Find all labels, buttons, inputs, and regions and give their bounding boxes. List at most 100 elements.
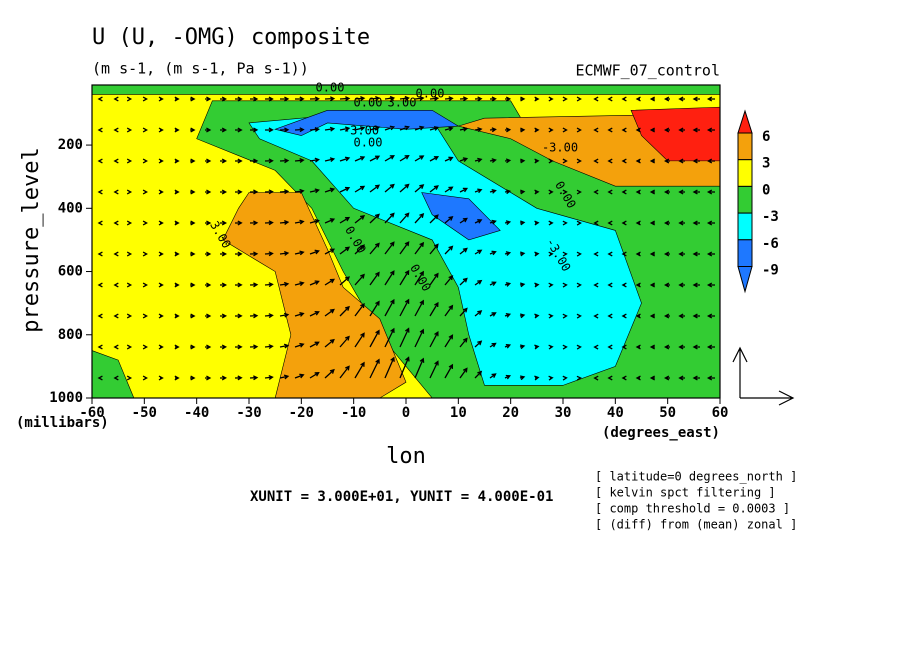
wind-vector	[692, 344, 700, 350]
wind-vector	[339, 305, 350, 317]
wind-vector	[309, 96, 320, 102]
wind-vector	[354, 126, 366, 131]
wind-vector	[444, 96, 454, 102]
wind-vector	[678, 158, 685, 164]
wind-vector	[126, 313, 133, 319]
wind-vector	[279, 250, 290, 256]
x-tick-label: -20	[289, 405, 314, 421]
wind-vector	[309, 280, 320, 286]
wind-vector	[369, 125, 381, 131]
wind-vector	[219, 282, 228, 288]
wind-vector	[593, 127, 599, 133]
wind-vector	[142, 375, 148, 381]
wind-vector	[142, 127, 148, 133]
wind-vector	[489, 342, 497, 348]
wind-vector	[369, 271, 380, 286]
wind-vector	[607, 313, 613, 319]
wind-vector	[504, 251, 512, 256]
wind-vector	[444, 215, 454, 224]
wind-vector	[174, 313, 180, 319]
wind-vector	[204, 313, 212, 319]
wind-vector	[664, 313, 670, 319]
wind-vector	[189, 282, 196, 288]
wind-vector	[294, 312, 305, 317]
wind-vector	[126, 96, 133, 102]
wind-vector	[706, 313, 715, 319]
wind-vector	[459, 217, 468, 224]
wind-vector	[414, 357, 425, 379]
wind-vector	[562, 375, 568, 381]
wind-vector	[294, 188, 305, 194]
wind-vector	[189, 127, 196, 133]
wind-vector	[635, 375, 641, 381]
wind-vector	[219, 313, 228, 319]
wind-vector	[249, 158, 259, 164]
wind-vector	[264, 251, 274, 257]
y-units: (millibars)	[16, 415, 109, 431]
x-axis-label: lon	[386, 444, 426, 469]
wind-vector	[692, 313, 700, 319]
wind-vector	[459, 157, 469, 162]
wind-vector	[113, 189, 119, 195]
wind-vector	[459, 367, 468, 379]
wind-vector	[489, 250, 497, 256]
wind-vector	[339, 276, 350, 286]
wind-vector	[621, 189, 627, 195]
wind-vector	[126, 251, 133, 257]
wind-vector	[384, 125, 396, 131]
wind-vector	[234, 127, 243, 133]
wind-vector	[324, 157, 336, 163]
colorbar-label: -9	[762, 263, 779, 279]
wind-vector	[219, 220, 228, 226]
colorbar-swatch	[737, 109, 753, 134]
wind-vector	[339, 96, 351, 102]
wind-vector	[384, 212, 395, 224]
wind-vector	[142, 251, 148, 257]
colorbar-swatch	[737, 266, 753, 294]
wind-vector	[354, 185, 366, 193]
wind-vector	[504, 343, 512, 349]
wind-vector	[279, 220, 290, 225]
filled-contour	[421, 192, 501, 241]
wind-vector	[414, 155, 425, 162]
wind-vector	[97, 282, 103, 288]
colorbar-label: 0	[762, 182, 770, 198]
wind-vector	[142, 96, 148, 102]
wind-vector	[126, 189, 133, 195]
vector-key	[732, 346, 795, 406]
wind-vector	[354, 156, 366, 162]
wind-vector	[279, 374, 290, 380]
wind-vector	[474, 157, 483, 163]
wind-vector	[113, 282, 119, 288]
wind-vector	[444, 275, 454, 286]
wind-vector	[142, 344, 148, 350]
wind-vector	[249, 282, 259, 288]
wind-vector	[692, 158, 700, 164]
wind-vector	[548, 96, 554, 102]
wind-vector	[234, 251, 243, 257]
colorbar-label: -3	[762, 209, 779, 225]
x-tick-label: 0	[402, 405, 410, 421]
wind-vector	[576, 189, 582, 195]
x-units: (degrees_east)	[602, 425, 720, 441]
wind-vector	[489, 188, 497, 194]
wind-vector	[384, 270, 395, 286]
wind-vector	[279, 281, 290, 287]
wind-vector	[234, 282, 243, 288]
wind-vector	[519, 344, 526, 350]
wind-vector	[635, 282, 641, 288]
wind-vector	[444, 334, 454, 348]
wind-vector	[474, 188, 483, 194]
wind-vector	[664, 251, 670, 257]
wind-vector	[399, 154, 410, 162]
wind-vector	[279, 343, 290, 349]
wind-vector	[234, 158, 243, 164]
wind-vector	[294, 219, 305, 225]
wind-vector	[234, 96, 243, 102]
wind-vector	[294, 158, 305, 163]
wind-vector	[174, 127, 180, 133]
wind-vector	[607, 251, 613, 257]
wind-vector	[649, 344, 655, 350]
wind-vector	[324, 308, 335, 317]
wind-vector	[607, 344, 613, 350]
